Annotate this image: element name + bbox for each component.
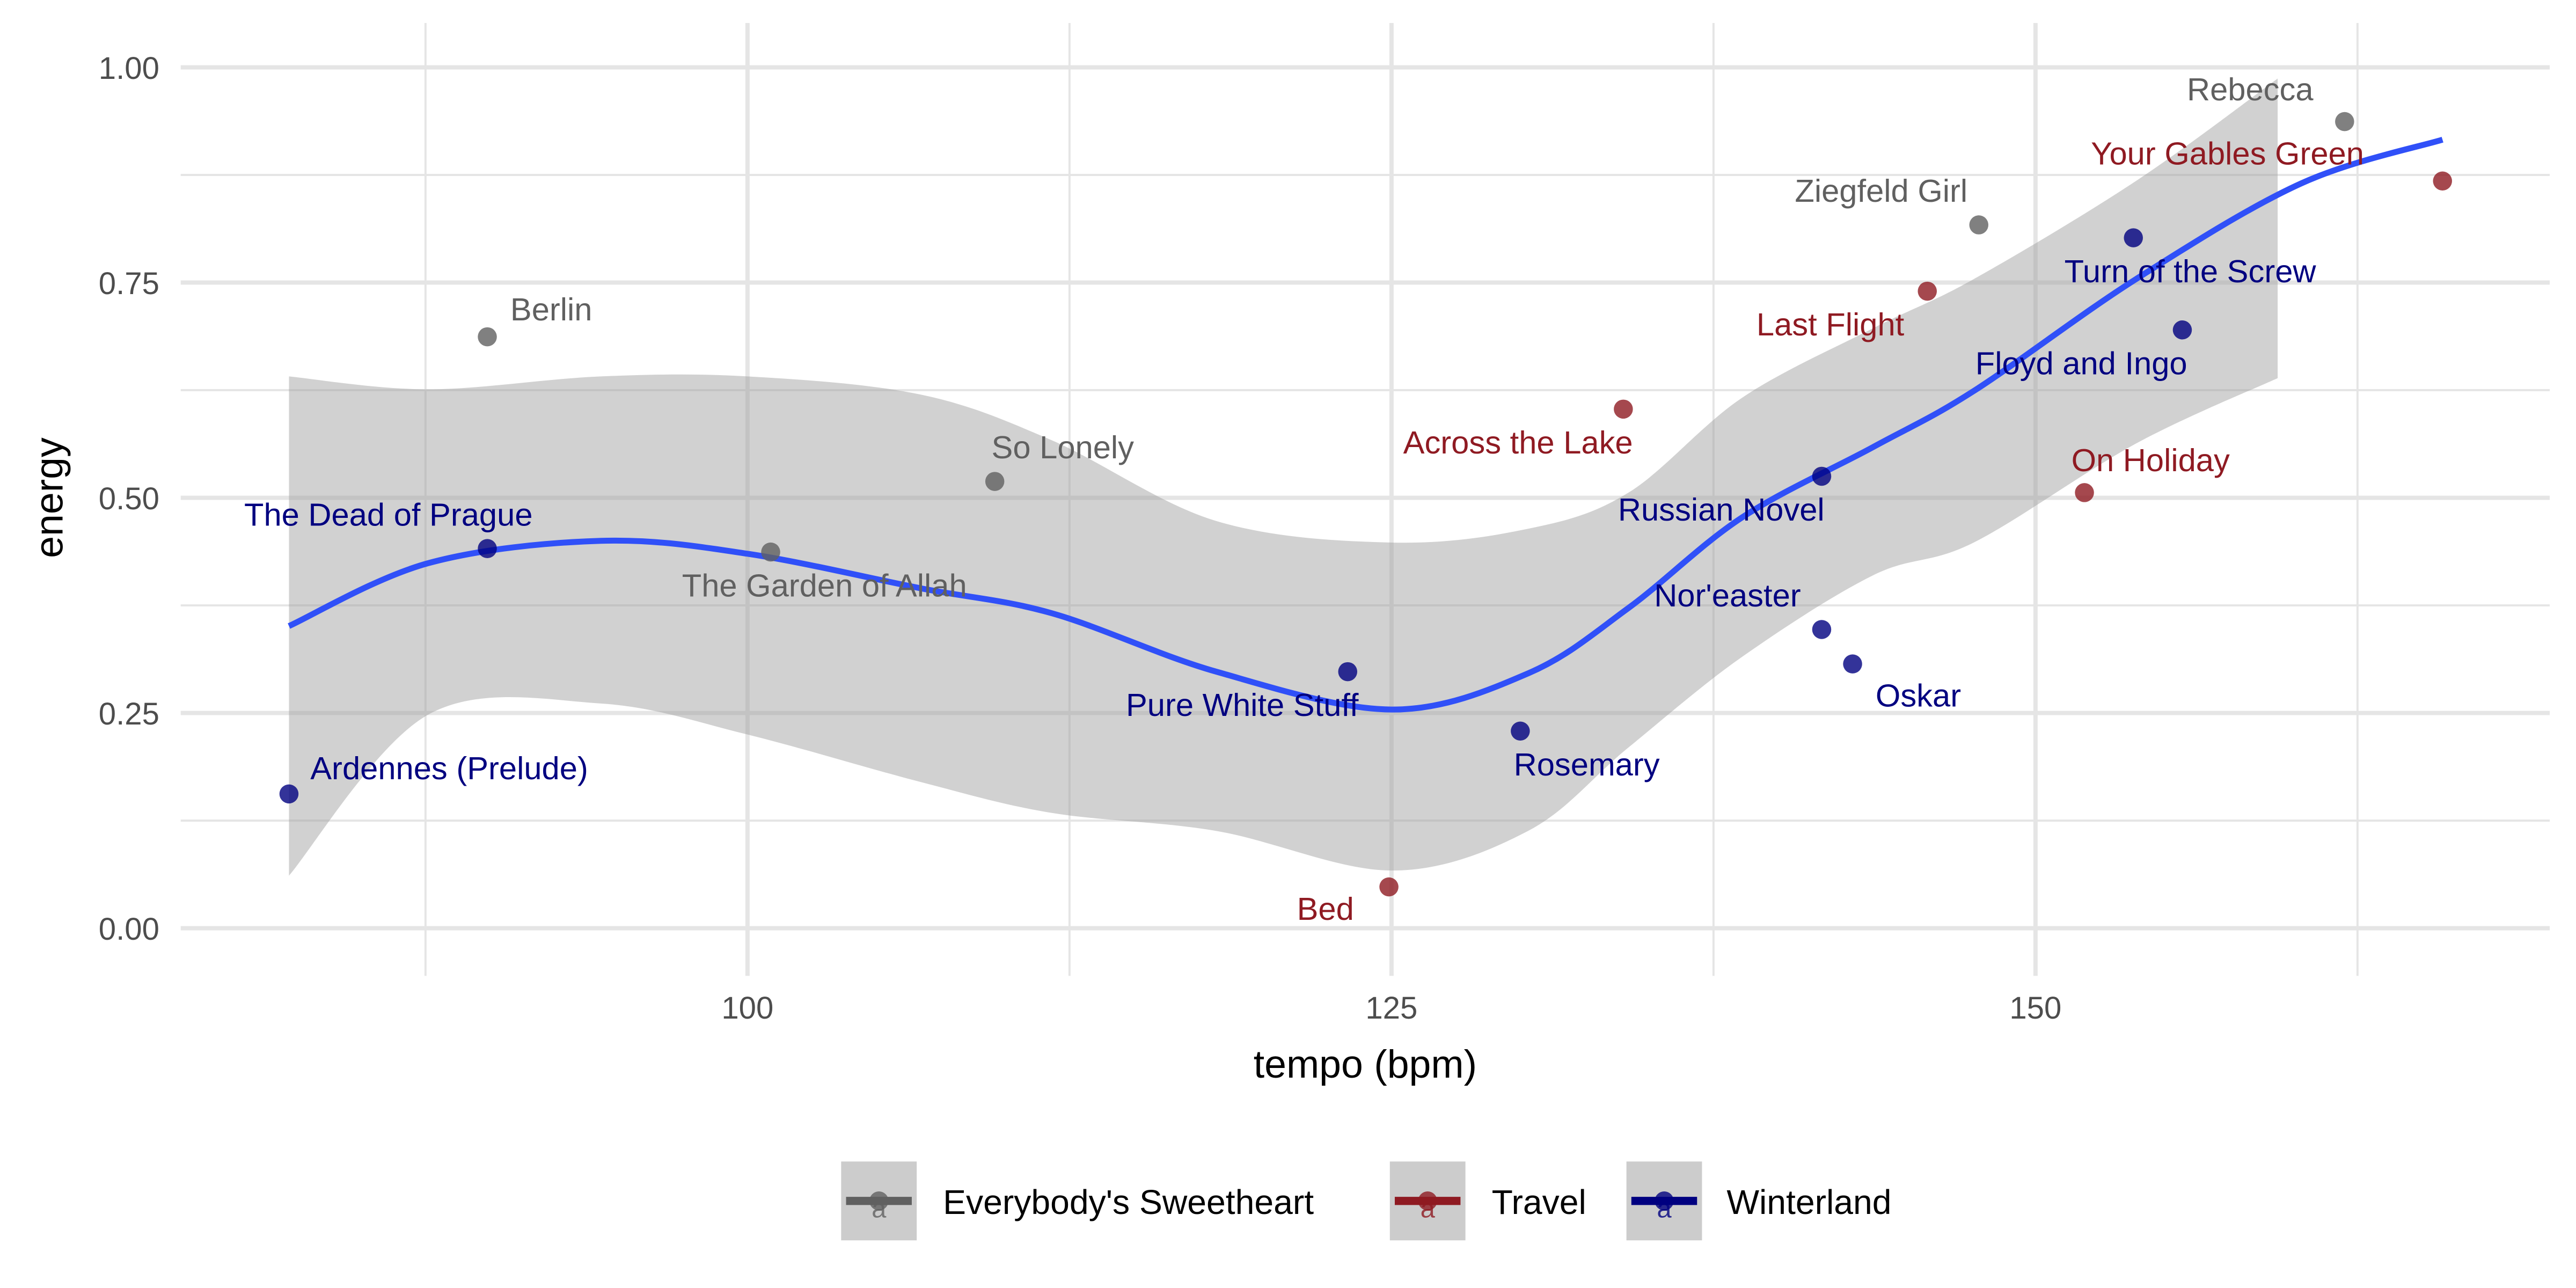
smooth-line	[288, 136, 2443, 713]
y-axis-ticks: 0.00 0.25 0.50 0.75 1.00	[99, 51, 159, 947]
legend-item: a Everybody's Sweetheart	[841, 1161, 1314, 1241]
legend-key-point-icon	[1655, 1191, 1674, 1211]
data-point	[1614, 399, 1633, 419]
point-label: The Garden of Allah	[682, 567, 967, 603]
data-point	[478, 327, 497, 347]
point-label: Across the Lake	[1403, 425, 1633, 460]
legend-label: Travel	[1492, 1183, 1586, 1221]
data-point	[2075, 483, 2094, 502]
y-tick-label: 1.00	[99, 51, 159, 86]
point-label: Bed	[1297, 891, 1354, 927]
data-point	[478, 539, 497, 558]
data-point	[1338, 662, 1358, 682]
x-tick-label: 150	[2009, 991, 2061, 1026]
data-point	[1379, 877, 1399, 897]
legend-key-glyph: a	[1657, 1194, 1672, 1223]
data-point	[1812, 466, 1832, 486]
minor-gridlines	[180, 23, 2550, 976]
legend-label: Winterland	[1726, 1183, 1891, 1221]
point-label: On Holiday	[2072, 442, 2230, 478]
confidence-ribbon-layer	[289, 78, 2278, 876]
y-tick-label: 0.75	[99, 266, 159, 301]
data-point	[1918, 281, 1937, 301]
point-labels-layer: Berlin The Garden of Allah So Lonely Ziegfe…	[244, 71, 2364, 927]
legend-item: a Winterland	[1626, 1161, 1892, 1241]
point-label: Nor'easter	[1654, 577, 1801, 613]
major-gridlines	[180, 23, 2550, 976]
legend-key-glyph: a	[872, 1194, 887, 1223]
legend-key-point-icon	[1418, 1191, 1437, 1211]
x-axis-title: tempo (bpm)	[1254, 1042, 1477, 1086]
data-point	[2124, 228, 2143, 247]
point-label: Turn of the Screw	[2065, 253, 2317, 289]
point-label: Ziegfeld Girl	[1795, 173, 1967, 209]
data-point	[279, 784, 299, 804]
x-axis-ticks: 100 125 150	[721, 991, 2061, 1026]
point-label: Oskar	[1876, 678, 1961, 714]
smooth-line-layer	[288, 136, 2443, 713]
y-tick-label: 0.50	[99, 481, 159, 516]
legend: a Everybody's Sweetheart a Travel a Winterlan…	[841, 1161, 1892, 1241]
point-label: Floyd and Ingo	[1975, 345, 2187, 381]
legend-item: a Travel	[1389, 1161, 1586, 1241]
point-label: Your Gables Green	[2091, 136, 2364, 172]
point-label: Rebecca	[2187, 71, 2314, 107]
data-point	[2335, 112, 2354, 131]
point-label: Russian Novel	[1618, 492, 1825, 528]
point-label: Pure White Stuff	[1126, 687, 1359, 723]
legend-label: Everybody's Sweetheart	[943, 1183, 1314, 1221]
x-tick-label: 125	[1365, 991, 1417, 1026]
data-point	[2433, 171, 2453, 191]
y-axis-title: energy	[26, 437, 71, 558]
legend-key-point-icon	[869, 1191, 889, 1211]
confidence-ribbon	[289, 78, 2278, 876]
point-label: So Lonely	[992, 429, 1135, 465]
data-point	[1511, 721, 1530, 741]
legend-key-glyph: a	[1421, 1194, 1436, 1223]
point-label: Last Flight	[1757, 306, 1905, 342]
y-tick-label: 0.25	[99, 697, 159, 731]
points-layer	[279, 112, 2453, 897]
data-point	[1843, 654, 1862, 674]
y-tick-label: 0.00	[99, 912, 159, 947]
data-point	[2172, 320, 2192, 340]
point-label: Rosemary	[1514, 747, 1660, 782]
point-label: Berlin	[510, 291, 592, 327]
point-label: The Dead of Prague	[244, 496, 533, 532]
data-point	[985, 472, 1005, 491]
x-tick-label: 100	[721, 991, 773, 1026]
data-point	[1812, 620, 1832, 639]
data-point	[761, 542, 780, 562]
data-point	[1969, 215, 1989, 235]
point-label: Ardennes (Prelude)	[310, 750, 588, 786]
